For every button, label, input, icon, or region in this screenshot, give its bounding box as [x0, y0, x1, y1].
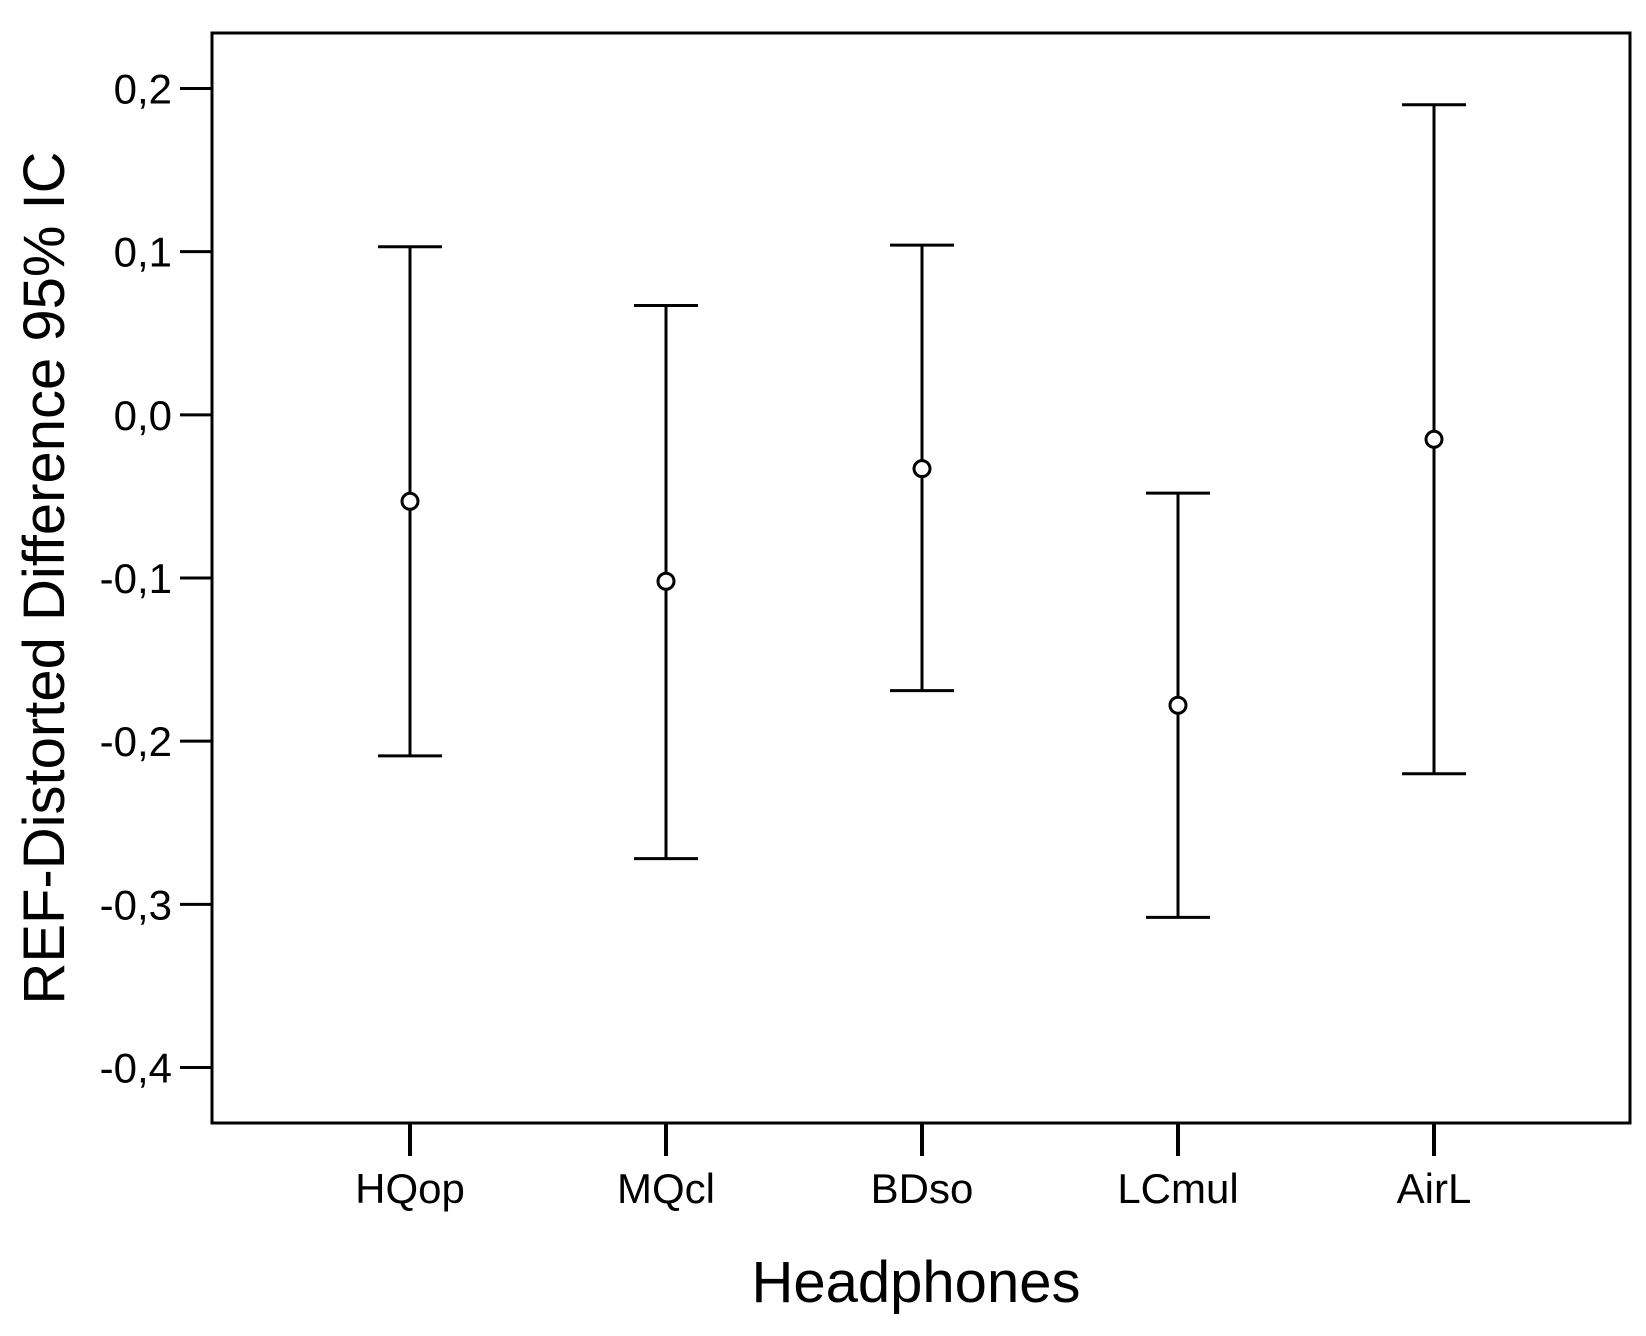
errorbar-bdso [890, 243, 954, 693]
mean-point [1168, 695, 1188, 715]
y-tick-label: -0,1 [100, 555, 172, 602]
mean-point [912, 459, 932, 479]
mean-point [400, 491, 420, 511]
x-axis: HQop MQcl BDso LCmul AirL [355, 1123, 1471, 1212]
y-tick-label: -0,2 [100, 718, 172, 765]
x-tick-label: HQop [355, 1165, 465, 1212]
y-tick-label: 0,2 [114, 65, 172, 112]
y-tick-label: 0,1 [114, 229, 172, 276]
y-tick-label: -0,4 [100, 1045, 172, 1092]
x-tick-label: BDso [871, 1165, 974, 1212]
y-axis-title: REF-Distorted Difference 95% IC [12, 151, 77, 1004]
x-tick-label: MQcl [617, 1165, 715, 1212]
y-tick-label: -0,3 [100, 881, 172, 928]
y-tick-label: 0,0 [114, 392, 172, 439]
errorbar-lcmul [1146, 491, 1210, 919]
errorbar-hqop [378, 245, 442, 758]
x-tick-label: AirL [1397, 1165, 1472, 1212]
mean-point [656, 571, 676, 591]
errorbar-mqcl [634, 304, 698, 861]
y-axis: 0,2 0,1 0,0 -0,1 -0,2 -0,3 -0,4 [100, 65, 212, 1092]
errorbar-airl [1402, 103, 1466, 776]
error-bars [378, 103, 1466, 919]
mean-point [1424, 429, 1444, 449]
x-axis-title: Headphones [752, 1250, 1081, 1315]
x-tick-label: LCmul [1117, 1165, 1238, 1212]
